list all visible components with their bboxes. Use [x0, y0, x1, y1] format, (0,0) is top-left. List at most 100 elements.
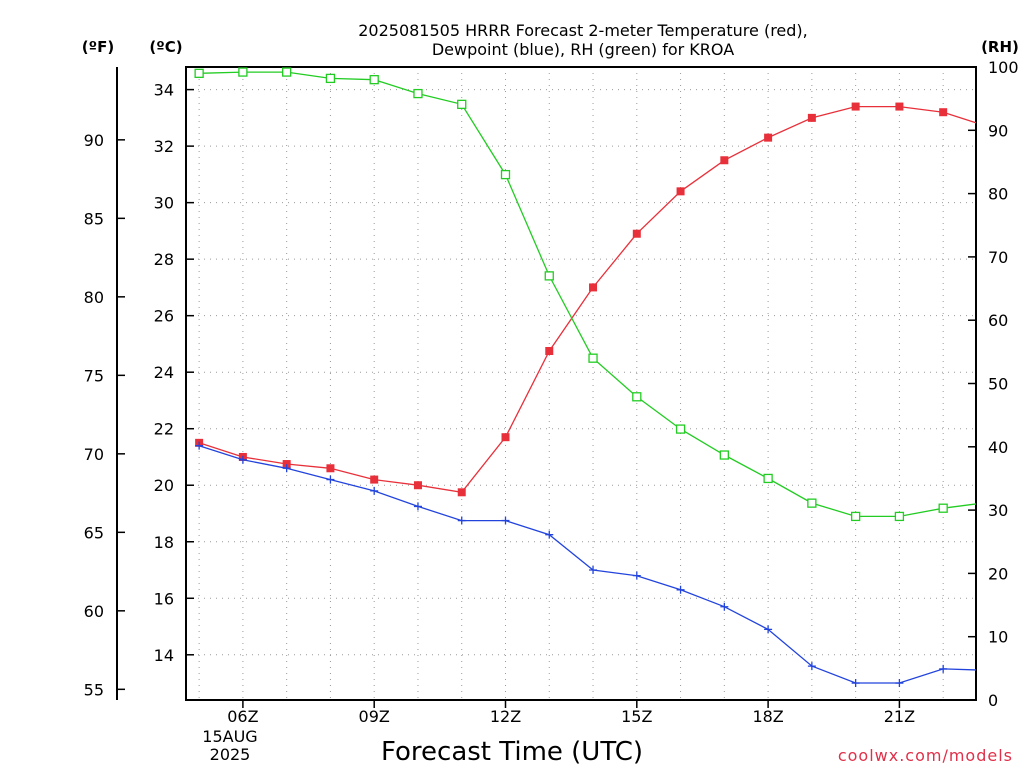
- temperature-series: [195, 102, 976, 497]
- chart-title-line-2: Dewpoint (blue), RH (green) for KROA: [432, 40, 734, 59]
- fahrenheit-tick-label: 60: [84, 602, 104, 621]
- rh-tick-label: 0: [988, 691, 998, 710]
- rh-point: [369, 75, 379, 85]
- rh-point: [325, 73, 336, 84]
- temperature-point: [807, 113, 816, 122]
- rh-line: [199, 71, 976, 518]
- rh-point: [457, 99, 467, 109]
- dewpoint-point: [589, 566, 598, 575]
- rh-point: [894, 511, 905, 522]
- date-label-day: 15AUG: [202, 727, 257, 746]
- rh-tick-label: 70: [988, 248, 1008, 267]
- x-tick-label: 21Z: [884, 707, 915, 726]
- dewpoint-point: [545, 530, 554, 539]
- rh-point: [500, 169, 511, 180]
- temperature-point: [370, 475, 379, 484]
- date-label-year: 2025: [210, 745, 251, 764]
- rh-tick-label: 50: [988, 375, 1008, 394]
- fahrenheit-tick-label: 90: [84, 131, 104, 150]
- fahrenheit-tick-label: 85: [84, 209, 104, 228]
- x-tick-label: 09Z: [359, 707, 390, 726]
- dewpoint-point: [238, 455, 247, 464]
- dewpoint-point: [370, 486, 379, 495]
- dewpoint-point: [676, 585, 685, 594]
- temperature-point: [632, 229, 641, 238]
- x-tick-label: 06Z: [227, 707, 258, 726]
- rh-tick-label: 80: [988, 185, 1008, 204]
- rh-point: [850, 511, 861, 522]
- fahrenheit-tick-label: 70: [84, 445, 104, 464]
- celsius-tick-label: 14: [154, 646, 174, 665]
- rh-point: [413, 88, 423, 99]
- temperature-point: [939, 108, 948, 117]
- dewpoint-point: [720, 602, 729, 611]
- dewpoint-point: [939, 664, 948, 673]
- fahrenheit-unit-label: (ºF): [82, 38, 114, 56]
- celsius-tick-label: 28: [154, 250, 174, 269]
- data-series: [194, 67, 976, 688]
- fahrenheit-tick-label: 80: [84, 288, 104, 307]
- temperature-point: [589, 283, 598, 292]
- temperature-point: [851, 102, 860, 111]
- plot-frame: [185, 66, 977, 701]
- fahrenheit-tick-label: 75: [84, 366, 104, 385]
- dewpoint-series: [195, 441, 976, 688]
- temperature-line: [198, 105, 976, 494]
- temperature-point: [545, 347, 554, 356]
- celsius-tick-label: 32: [154, 137, 174, 156]
- temperature-point: [501, 433, 510, 442]
- credit-text: coolwx.com/models: [838, 746, 1013, 765]
- dewpoint-point: [851, 679, 860, 688]
- x-tick-label: 12Z: [490, 707, 521, 726]
- rh-tick-label: 60: [988, 311, 1008, 330]
- axes: 14 16 18 20 22 24 26 28 30 32 34 55 60 65 70 75 80 85 90 0 1…: [84, 58, 1019, 726]
- rh-tick-label: 20: [988, 564, 1008, 583]
- temperature-point: [895, 102, 904, 111]
- temperature-point: [720, 156, 729, 165]
- rh-point: [719, 450, 729, 460]
- celsius-tick-label: 18: [154, 533, 174, 552]
- temperature-point: [764, 133, 773, 142]
- rh-point: [238, 67, 248, 77]
- celsius-tick-label: 26: [154, 307, 174, 326]
- dewpoint-point: [501, 516, 510, 525]
- celsius-tick-label: 22: [154, 420, 174, 439]
- celsius-tick-label: 16: [154, 589, 174, 608]
- dewpoint-point: [457, 516, 466, 525]
- rh-point: [588, 353, 598, 363]
- celsius-tick-label: 24: [154, 363, 174, 382]
- temperature-point: [676, 187, 685, 196]
- dewpoint-point: [282, 464, 291, 473]
- temperature-point: [413, 481, 422, 490]
- chart-title-line-1: 2025081505 HRRR Forecast 2-meter Tempera…: [358, 21, 808, 40]
- temperature-point: [457, 488, 466, 497]
- x-axis-label: Forecast Time (UTC): [381, 737, 643, 767]
- dewpoint-point: [764, 625, 773, 634]
- rh-unit-label: (RH): [981, 38, 1019, 56]
- celsius-tick-label: 34: [154, 81, 174, 100]
- fahrenheit-tick-label: 65: [84, 523, 104, 542]
- grid-lines: [186, 67, 976, 700]
- celsius-unit-label: (ºC): [149, 38, 182, 56]
- dewpoint-point: [632, 571, 641, 580]
- celsius-tick-label: 20: [154, 476, 174, 495]
- dewpoint-point: [195, 441, 204, 450]
- x-tick-label: 18Z: [752, 707, 783, 726]
- rh-tick-label: 40: [988, 438, 1008, 457]
- fahrenheit-tick-label: 55: [84, 680, 104, 699]
- rh-point: [675, 424, 686, 434]
- dewpoint-point: [807, 662, 816, 671]
- dewpoint-point: [413, 502, 422, 511]
- rh-point: [632, 392, 642, 402]
- rh-tick-label: 100: [988, 58, 1019, 77]
- rh-point: [282, 67, 292, 77]
- dewpoint-point: [895, 679, 904, 688]
- dewpoint-point: [326, 475, 335, 484]
- temperature-point: [282, 460, 291, 469]
- temperature-point: [326, 464, 335, 473]
- rh-series: [194, 67, 976, 522]
- rh-tick-label: 90: [988, 121, 1008, 140]
- rh-point: [544, 271, 554, 281]
- rh-point: [807, 498, 817, 508]
